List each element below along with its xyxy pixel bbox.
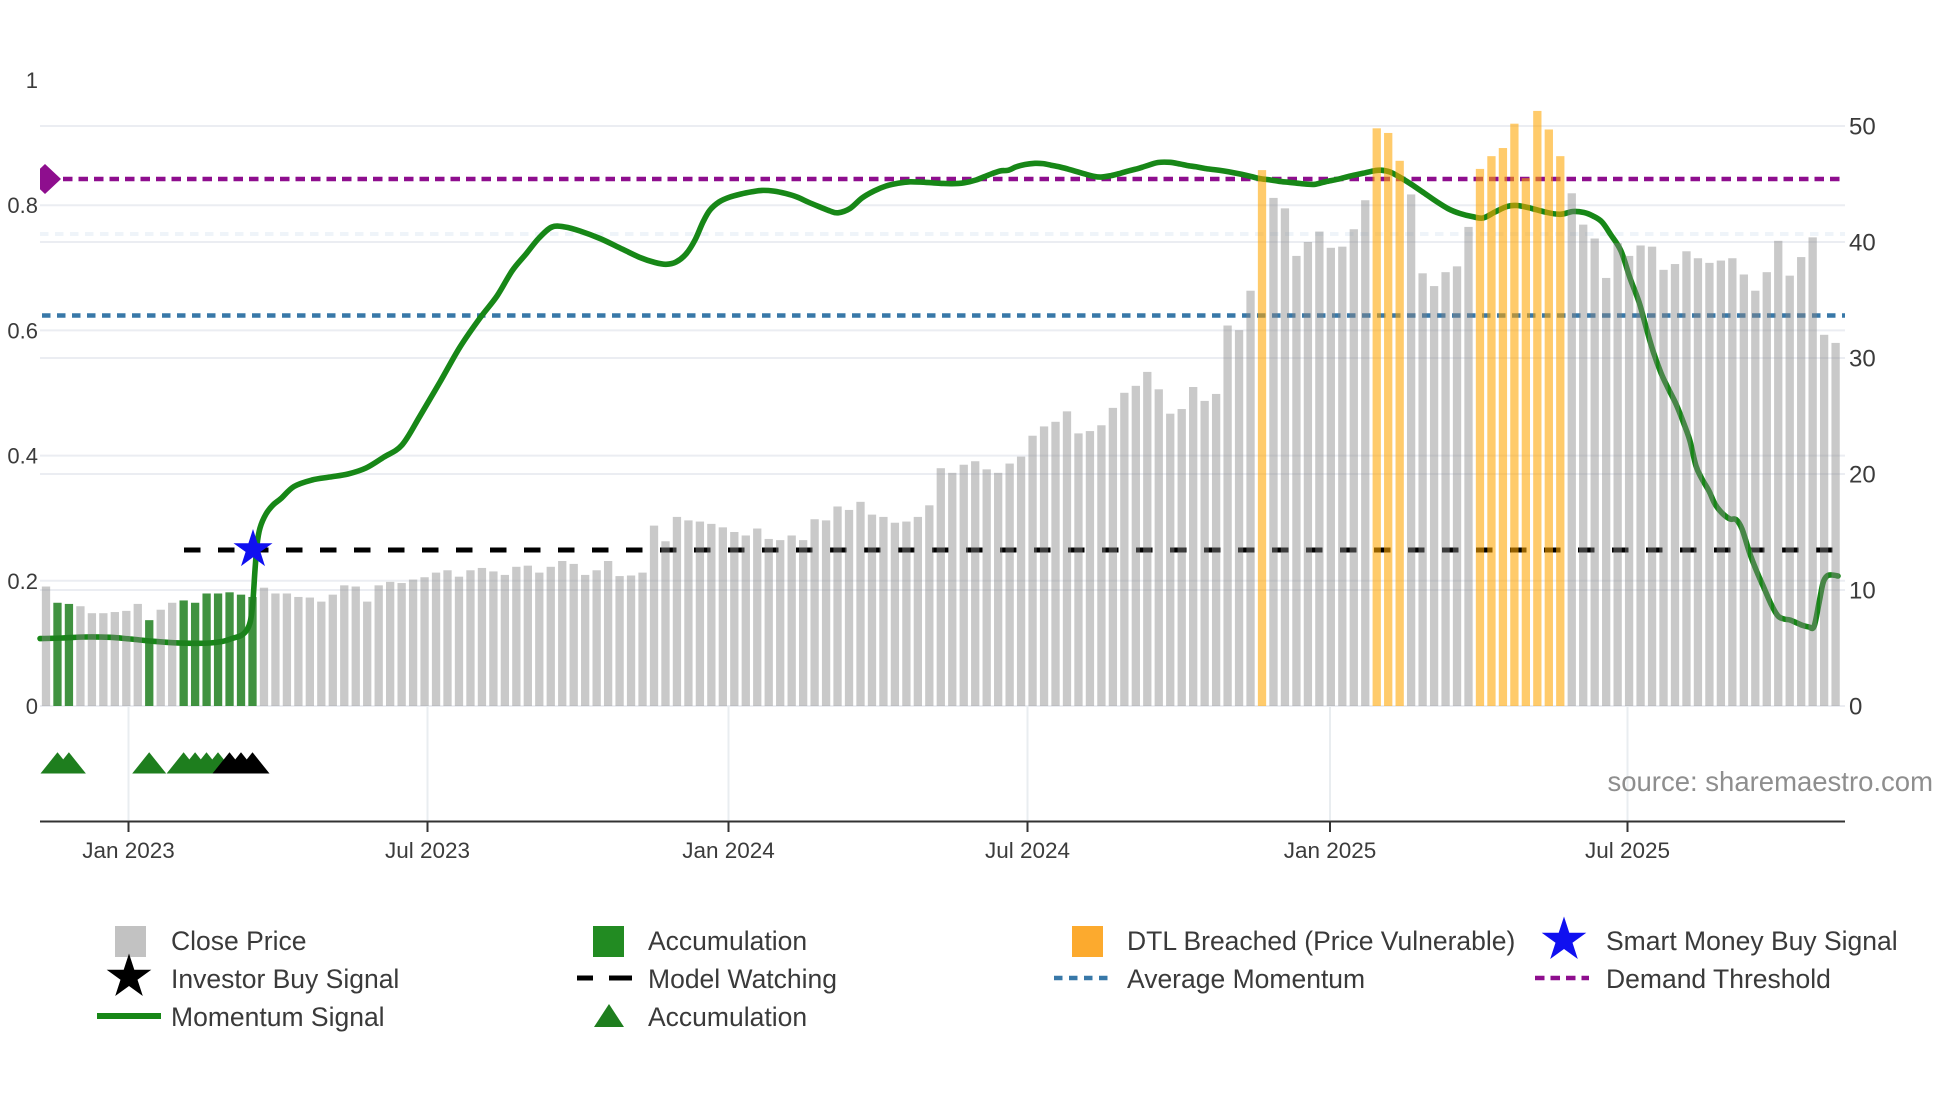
svg-text:Jul 2024: Jul 2024: [985, 838, 1070, 863]
svg-text:0.6: 0.6: [7, 318, 38, 343]
svg-text:1: 1: [26, 68, 38, 93]
svg-text:Accumulation: Accumulation: [648, 926, 807, 956]
svg-text:0: 0: [1849, 694, 1862, 721]
svg-text:10: 10: [1849, 578, 1876, 605]
svg-text:0.8: 0.8: [7, 193, 38, 218]
svg-text:Jan 2024: Jan 2024: [682, 838, 775, 863]
svg-text:0.4: 0.4: [7, 444, 38, 469]
svg-text:Close Price: Close Price: [171, 926, 307, 956]
svg-text:50: 50: [1849, 114, 1876, 141]
svg-text:DTL Breached (Price Vulnerable: DTL Breached (Price Vulnerable): [1127, 926, 1515, 956]
svg-text:Smart Money Buy Signal: Smart Money Buy Signal: [1606, 926, 1898, 956]
svg-text:Momentum Signal: Momentum Signal: [171, 1002, 385, 1032]
svg-text:40: 40: [1849, 230, 1876, 257]
svg-text:Jul 2023: Jul 2023: [385, 838, 470, 863]
svg-text:Model Watching: Model Watching: [648, 964, 837, 994]
svg-text:source: sharemaestro.com: source: sharemaestro.com: [1607, 766, 1933, 797]
svg-text:0: 0: [26, 694, 38, 719]
svg-text:Jul 2025: Jul 2025: [1585, 838, 1670, 863]
svg-text:Investor Buy Signal: Investor Buy Signal: [171, 964, 399, 994]
svg-text:Average Momentum: Average Momentum: [1127, 964, 1365, 994]
svg-text:30: 30: [1849, 346, 1876, 373]
svg-text:Demand Threshold: Demand Threshold: [1606, 964, 1831, 994]
svg-text:Accumulation: Accumulation: [648, 1002, 807, 1032]
svg-text:0.2: 0.2: [7, 569, 38, 594]
svg-text:20: 20: [1849, 462, 1876, 489]
svg-text:Jan 2023: Jan 2023: [82, 838, 175, 863]
svg-text:Jan 2025: Jan 2025: [1284, 838, 1377, 863]
